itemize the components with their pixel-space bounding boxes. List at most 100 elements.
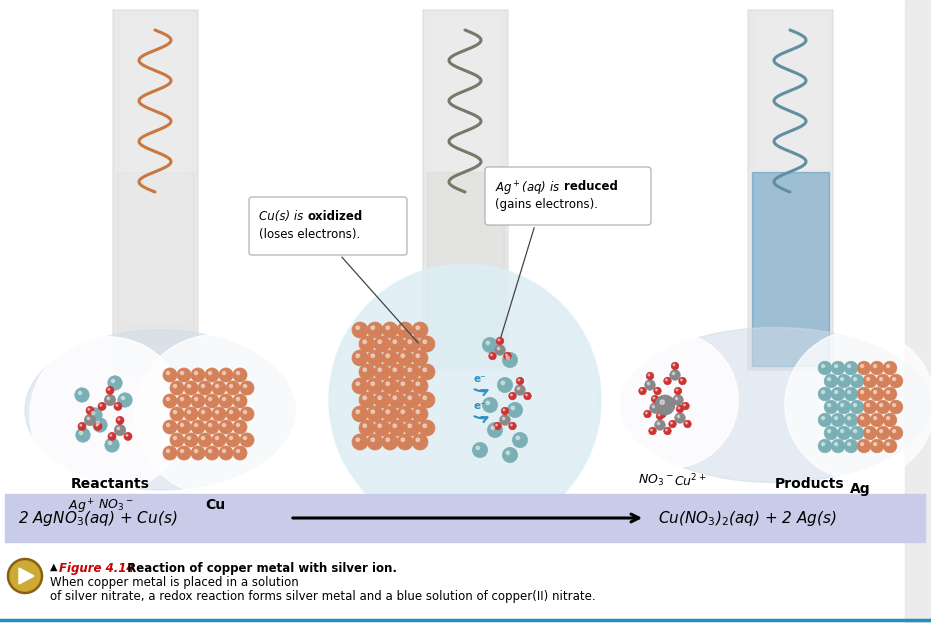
Circle shape bbox=[889, 400, 903, 414]
Circle shape bbox=[184, 381, 198, 395]
Circle shape bbox=[504, 352, 511, 359]
Circle shape bbox=[841, 430, 843, 432]
Circle shape bbox=[215, 384, 219, 388]
Circle shape bbox=[330, 265, 600, 535]
Circle shape bbox=[201, 411, 205, 414]
Circle shape bbox=[831, 439, 844, 453]
Text: ▲: ▲ bbox=[50, 562, 58, 572]
Circle shape bbox=[198, 381, 212, 395]
Circle shape bbox=[382, 434, 398, 450]
Circle shape bbox=[382, 406, 398, 422]
Circle shape bbox=[173, 411, 177, 414]
Circle shape bbox=[496, 337, 504, 345]
Circle shape bbox=[493, 422, 501, 430]
Circle shape bbox=[215, 411, 219, 414]
Circle shape bbox=[108, 432, 116, 440]
Circle shape bbox=[681, 402, 689, 410]
Circle shape bbox=[163, 368, 177, 382]
Circle shape bbox=[515, 385, 525, 395]
Circle shape bbox=[818, 388, 831, 401]
Circle shape bbox=[500, 415, 510, 426]
Circle shape bbox=[201, 437, 205, 440]
Circle shape bbox=[205, 368, 219, 382]
Text: NO$_3$$^-$: NO$_3$$^-$ bbox=[99, 498, 134, 513]
Text: 2 AgNO$_3$(aq) + Cu(s): 2 AgNO$_3$(aq) + Cu(s) bbox=[18, 508, 178, 528]
Circle shape bbox=[675, 397, 678, 400]
Circle shape bbox=[240, 433, 254, 447]
Circle shape bbox=[658, 414, 660, 416]
Circle shape bbox=[419, 420, 435, 436]
Circle shape bbox=[356, 354, 359, 358]
Circle shape bbox=[401, 326, 405, 330]
Circle shape bbox=[229, 437, 233, 440]
Circle shape bbox=[367, 350, 383, 366]
Bar bbox=[755, 15, 825, 321]
Circle shape bbox=[100, 404, 101, 406]
Circle shape bbox=[412, 378, 428, 394]
Circle shape bbox=[177, 394, 191, 408]
Circle shape bbox=[844, 413, 857, 427]
Circle shape bbox=[371, 326, 374, 330]
Circle shape bbox=[416, 382, 420, 386]
Circle shape bbox=[363, 368, 367, 371]
Circle shape bbox=[397, 350, 413, 366]
Circle shape bbox=[683, 421, 691, 428]
Circle shape bbox=[91, 411, 95, 414]
Ellipse shape bbox=[25, 330, 295, 490]
Circle shape bbox=[666, 429, 668, 430]
Circle shape bbox=[847, 417, 851, 420]
Circle shape bbox=[371, 354, 374, 358]
Circle shape bbox=[510, 424, 512, 426]
Circle shape bbox=[181, 449, 183, 452]
Circle shape bbox=[834, 391, 838, 394]
Circle shape bbox=[834, 442, 838, 445]
Circle shape bbox=[79, 431, 83, 435]
Circle shape bbox=[223, 371, 225, 374]
Circle shape bbox=[873, 391, 877, 394]
Circle shape bbox=[173, 384, 177, 388]
Circle shape bbox=[173, 437, 177, 440]
Circle shape bbox=[416, 438, 420, 442]
Circle shape bbox=[873, 417, 877, 420]
Circle shape bbox=[108, 388, 110, 390]
Circle shape bbox=[198, 407, 212, 421]
Circle shape bbox=[116, 404, 117, 406]
Circle shape bbox=[657, 422, 660, 425]
Circle shape bbox=[831, 388, 844, 401]
Bar bbox=[120, 15, 190, 321]
Circle shape bbox=[818, 439, 831, 453]
Circle shape bbox=[834, 364, 838, 368]
Polygon shape bbox=[19, 568, 34, 584]
Text: e⁻: e⁻ bbox=[474, 374, 486, 384]
Circle shape bbox=[363, 396, 367, 399]
Text: Cu(NO$_3$)$_2$(aq) + 2 Ag(s): Cu(NO$_3$)$_2$(aq) + 2 Ag(s) bbox=[658, 508, 837, 528]
Text: e⁻: e⁻ bbox=[474, 401, 486, 411]
Circle shape bbox=[124, 432, 132, 440]
Bar bbox=[905, 0, 931, 623]
Circle shape bbox=[676, 389, 678, 391]
Circle shape bbox=[209, 397, 211, 401]
Circle shape bbox=[205, 420, 219, 434]
Circle shape bbox=[374, 392, 390, 408]
Circle shape bbox=[412, 322, 428, 338]
Circle shape bbox=[886, 442, 890, 445]
Circle shape bbox=[870, 413, 884, 427]
Circle shape bbox=[653, 406, 654, 407]
Circle shape bbox=[886, 417, 890, 420]
Circle shape bbox=[389, 336, 405, 352]
Circle shape bbox=[873, 442, 877, 445]
Text: (gains electrons).: (gains electrons). bbox=[495, 198, 598, 211]
Circle shape bbox=[889, 426, 903, 440]
Circle shape bbox=[416, 410, 420, 414]
Circle shape bbox=[854, 378, 857, 381]
Circle shape bbox=[516, 436, 519, 440]
Circle shape bbox=[654, 388, 661, 395]
Circle shape bbox=[117, 427, 120, 430]
Circle shape bbox=[108, 376, 122, 390]
Circle shape bbox=[397, 406, 413, 422]
Circle shape bbox=[104, 394, 115, 406]
Circle shape bbox=[209, 424, 211, 427]
Circle shape bbox=[219, 368, 233, 382]
Circle shape bbox=[191, 394, 205, 408]
Circle shape bbox=[824, 374, 838, 388]
